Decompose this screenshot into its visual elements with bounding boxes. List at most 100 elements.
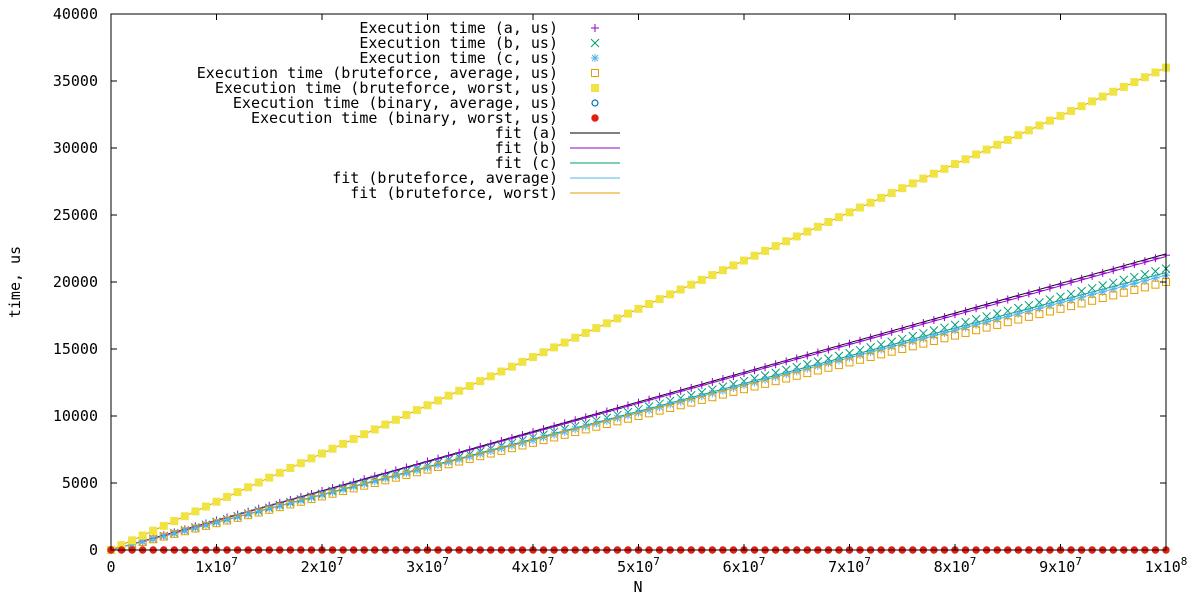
data-point [592,422,601,431]
data-point [1087,283,1097,293]
data-point [781,365,791,375]
x-tick-label: 6x107 [723,555,766,576]
data-point [486,447,495,456]
data-point [370,477,379,486]
legend-marker [591,114,599,122]
data-point [740,381,748,390]
data-point [792,367,801,376]
data-point [455,386,464,395]
data-point [645,395,654,404]
x-tick-label: 2x107 [301,555,344,576]
data-point [1035,286,1044,295]
data-point [951,160,959,169]
data-point [423,401,432,410]
data-point [128,536,137,545]
data-point [360,480,369,489]
data-point [381,420,390,429]
data-point [803,351,812,360]
data-point [307,454,316,463]
data-point [750,378,759,387]
data-point [1140,283,1149,292]
data-point [149,535,158,544]
data-point [940,164,949,173]
data-point [391,471,400,480]
data-point [1035,310,1044,319]
legend-label: Execution time (binary, worst, us) [251,109,558,127]
data-point [940,328,949,337]
data-point [550,433,559,442]
data-point [434,396,443,405]
data-point [771,377,780,386]
data-point [877,345,886,354]
data-point [191,507,200,516]
data-point [729,261,738,270]
legend-marker [591,69,599,77]
plot-frame [110,13,1167,551]
data-point [1151,280,1160,289]
data-point [761,363,770,372]
data-point [1056,298,1065,307]
data-point [761,379,770,388]
data-point [666,403,675,412]
y-tick-label: 10000 [53,407,98,425]
data-point [929,336,938,345]
data-point [1067,302,1076,311]
data-point [845,358,854,367]
data-point [666,290,675,299]
legend-item: fit (a) [495,124,620,142]
data-point [539,436,548,445]
legend: Execution time (a, us)Execution time (b,… [197,19,620,202]
data-point [602,407,611,416]
data-point [223,515,232,524]
data-point [866,198,875,207]
data-point [993,298,1002,307]
legend-label: fit (c) [495,154,558,172]
data-point [708,377,717,386]
data-point [529,428,537,437]
data-point [761,375,770,384]
data-point [813,348,822,357]
data-point [159,532,168,541]
data-point [834,361,843,370]
data-point [1088,271,1097,280]
data-point [919,319,928,328]
data-point [1119,262,1128,271]
data-point [507,362,516,371]
data-point [687,383,696,392]
data-point [381,476,390,485]
legend-item: Execution time (bruteforce, average, us) [197,64,599,82]
data-point [782,374,791,383]
data-point [771,372,780,381]
data-point [1066,289,1076,299]
data-point [1056,292,1065,302]
data-point [929,169,938,178]
data-point [676,401,685,410]
data-point [645,409,654,418]
data-point [993,320,1002,329]
data-point [813,222,822,231]
data-point [856,336,865,345]
data-point [1098,281,1108,290]
data-point [518,438,527,447]
data-point [740,256,748,265]
data-point [180,526,189,535]
y-tick-label: 25000 [53,206,98,224]
data-point [318,492,326,501]
data-point [370,425,379,434]
data-point [602,319,611,328]
y-tick-label: 30000 [53,139,98,157]
data-point [718,266,727,275]
data-point [1119,275,1129,285]
data-point [687,398,696,407]
data-point [275,468,284,477]
data-point [972,326,981,335]
data-point [286,500,295,509]
data-point [655,392,664,401]
data-point [655,295,664,304]
data-point [423,465,432,474]
legend-label: Execution time (binary, average, us) [233,94,558,112]
data-point [729,387,738,396]
data-point [201,502,210,511]
legend-item: Execution time (bruteforce, worst, us) [215,79,599,97]
data-point [476,377,485,386]
